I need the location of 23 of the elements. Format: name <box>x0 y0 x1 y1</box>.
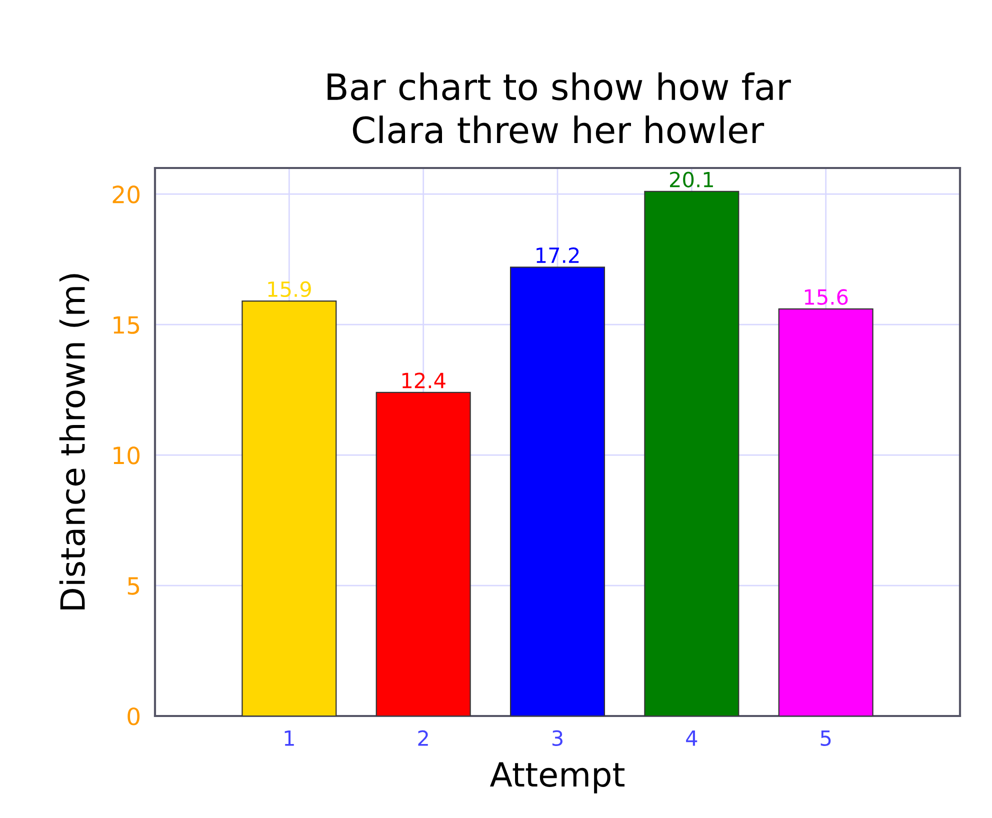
bar <box>644 190 740 716</box>
data-label: 15.6 <box>804 289 848 305</box>
x-tick-label: 1 <box>284 730 294 746</box>
data-label: 17.2 <box>536 247 579 263</box>
x-tick-label: 3 <box>552 730 562 746</box>
bar <box>376 392 471 716</box>
bar <box>778 308 874 716</box>
y-tick-label: 10 <box>114 446 140 464</box>
y-tick-label: 20 <box>112 186 140 204</box>
y-tick-label: 0 <box>128 707 140 726</box>
data-label: 20.1 <box>670 172 713 188</box>
y-axis-title: Distance thrown (m) <box>59 274 90 610</box>
x-tick-label: 5 <box>820 730 831 746</box>
x-axis-title: Attempt <box>490 762 624 794</box>
x-tick-label: 4 <box>686 730 698 746</box>
bar <box>242 300 337 716</box>
data-label: 12.4 <box>402 372 446 388</box>
bar <box>510 266 606 716</box>
chart-title: Bar chart to show how far Clara threw her howler <box>328 72 791 144</box>
y-tick-label: 15 <box>114 316 140 334</box>
data-label: 15.9 <box>268 281 311 298</box>
x-tick-label: 2 <box>418 730 428 746</box>
y-tick-label: 5 <box>128 577 140 595</box>
